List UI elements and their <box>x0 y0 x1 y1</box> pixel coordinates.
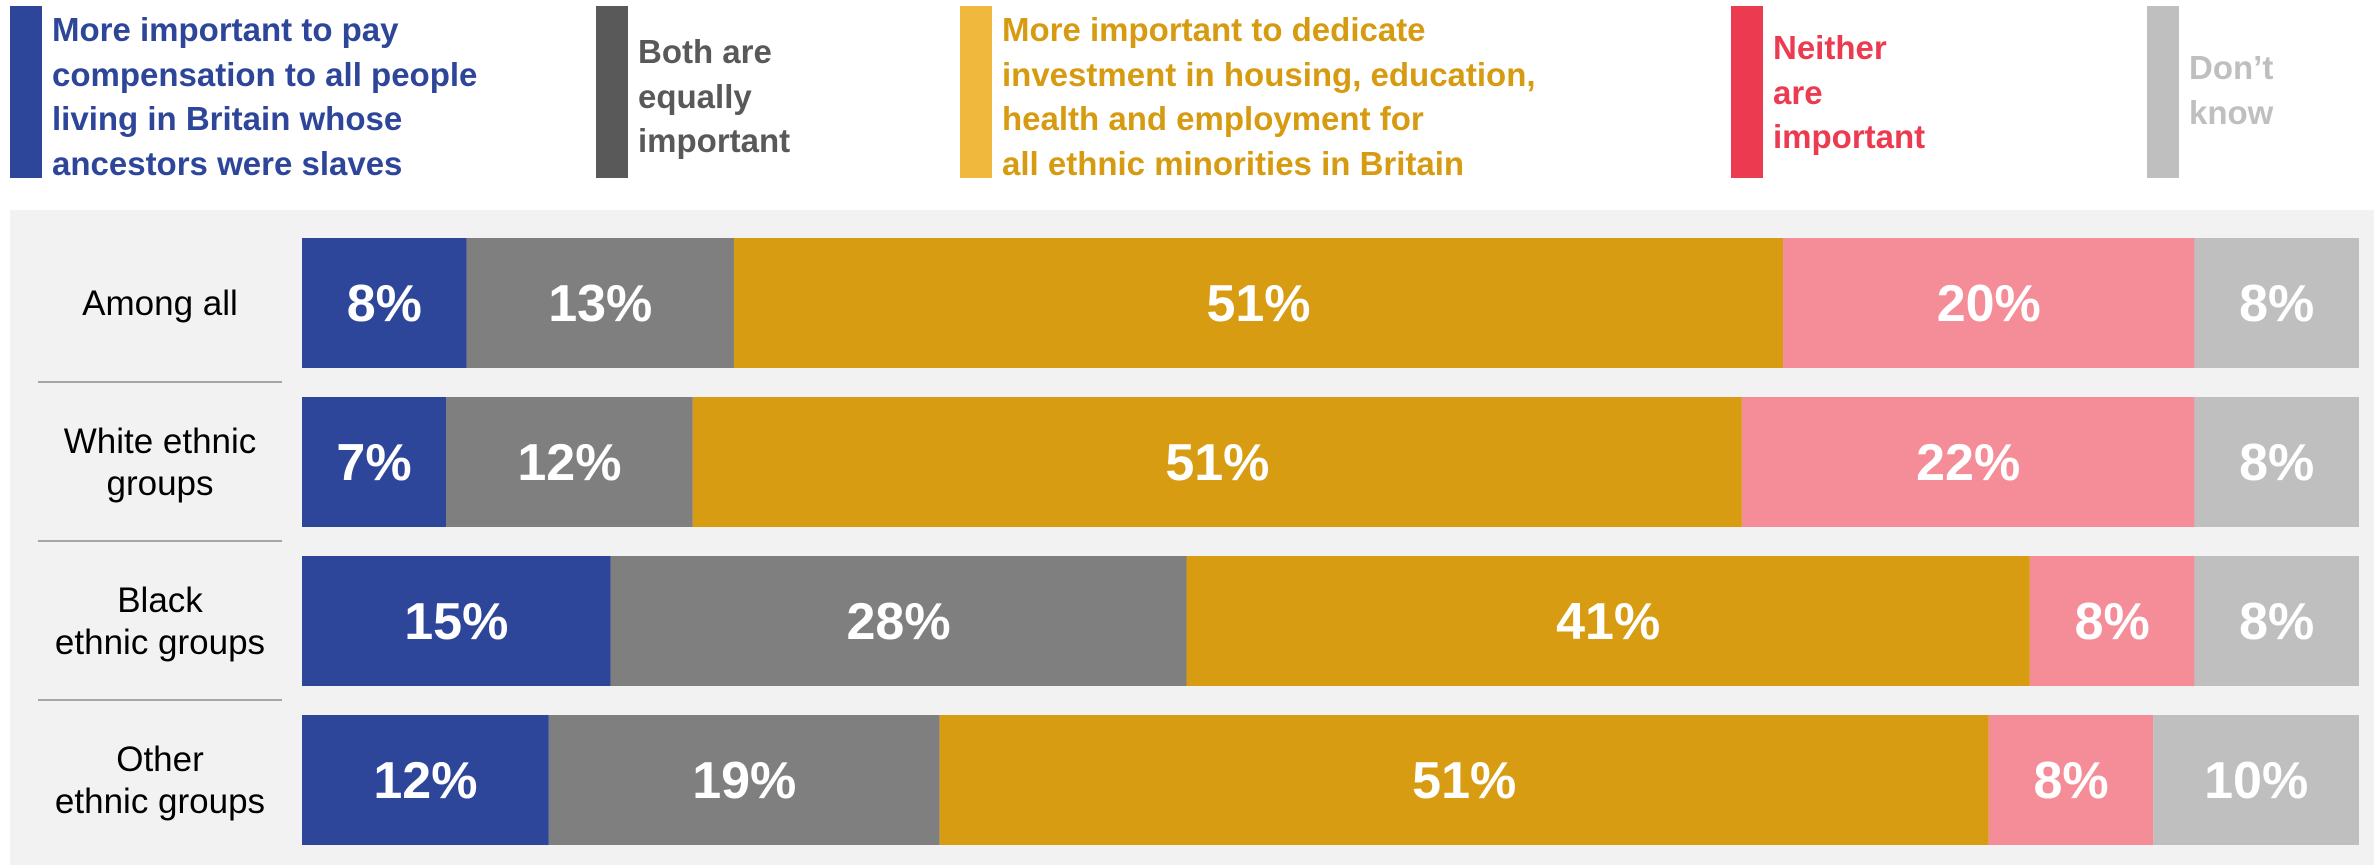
bar-segment <box>1783 238 2195 368</box>
category-label: Black ethnic groups <box>55 581 265 662</box>
bar-segment <box>733 238 1784 368</box>
bar-value-label: 8% <box>347 275 422 333</box>
bar-value-label: 8% <box>2239 593 2314 651</box>
bar-segment <box>2029 556 2195 686</box>
legend-swatch-compensation <box>10 6 42 178</box>
stacked-bar-chart: Among all 8% 13% 51% 20% 8% White ethnic groups… <box>38 238 2359 845</box>
legend-label-both-equal: Both are equally important <box>638 33 791 159</box>
bar-segment <box>1741 397 2195 527</box>
bar-value-label: 28% <box>846 593 950 651</box>
bar-value-label: 20% <box>1937 275 2041 333</box>
legend-label-investment: More important to dedicate investment in… <box>1002 11 1536 182</box>
bar-value-label: 15% <box>404 593 508 651</box>
legend-label-dont-know: Don’t know <box>2189 49 2274 131</box>
chart-panel: Among all 8% 13% 51% 20% 8% White ethnic groups… <box>10 210 2374 865</box>
bar-value-label: 8% <box>2239 275 2314 333</box>
legend-swatch-both-equal <box>596 6 628 178</box>
chart-legend: More important to pay compensation to al… <box>0 0 2374 200</box>
bar-segment <box>548 715 940 845</box>
bar-segment <box>2194 397 2359 527</box>
bar-value-label: 51% <box>1206 275 1310 333</box>
bar-value-label: 7% <box>336 434 411 492</box>
legend-label-compensation: More important to pay compensation to al… <box>52 11 478 182</box>
bar-value-label: 51% <box>1165 434 1269 492</box>
legend-swatch-neither <box>1731 6 1763 178</box>
bar-segment <box>466 238 734 368</box>
bar-segment <box>610 556 1187 686</box>
bar-value-label: 13% <box>548 275 652 333</box>
category-label: Among all <box>82 284 238 323</box>
legend-label-neither: Neither are important <box>1773 29 1926 155</box>
legend-swatch-dont-know <box>2147 6 2179 178</box>
bar-segment <box>2194 238 2359 368</box>
bar-value-label: 12% <box>373 752 477 810</box>
category-label: Other ethnic groups <box>55 740 265 821</box>
bar-value-label: 12% <box>517 434 621 492</box>
bar-segment <box>2153 715 2359 845</box>
bar-value-label: 8% <box>2075 593 2150 651</box>
bar-value-label: 10% <box>2204 752 2308 810</box>
bar-segment <box>445 397 693 527</box>
bar-segment <box>302 715 549 845</box>
bar-segment <box>1988 715 2154 845</box>
bar-segment <box>302 238 467 368</box>
bar-segment <box>939 715 1989 845</box>
bar-segment <box>692 397 1742 527</box>
bar-value-label: 8% <box>2239 434 2314 492</box>
bar-value-label: 51% <box>1412 752 1516 810</box>
bar-value-label: 8% <box>2033 752 2108 810</box>
bar-value-label: 41% <box>1556 593 1660 651</box>
bar-segment <box>302 556 611 686</box>
bar-segment <box>302 397 446 527</box>
legend-swatch-investment <box>960 6 992 178</box>
bar-segment <box>2194 556 2359 686</box>
bar-segment <box>1186 556 2030 686</box>
bar-value-label: 19% <box>692 752 796 810</box>
bar-value-label: 22% <box>1916 434 2020 492</box>
category-label: White ethnic groups <box>64 422 257 503</box>
